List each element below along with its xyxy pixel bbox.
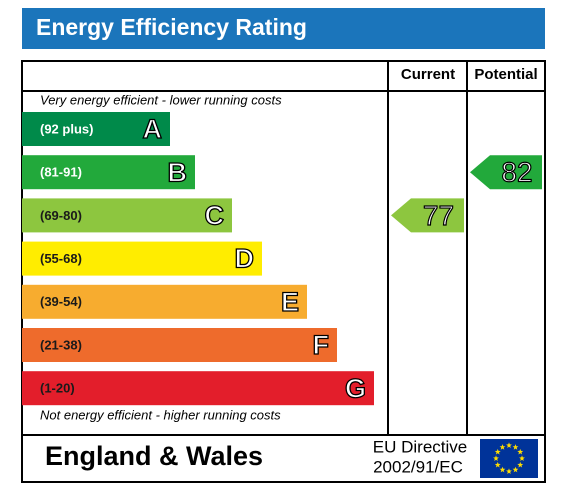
star [512,444,519,450]
rating-value: 82 [501,157,532,188]
band-letter: B [168,157,188,187]
star [506,442,512,448]
chart-title: Energy Efficiency Rating [36,14,307,40]
band-bar [22,371,374,406]
star [519,455,525,461]
rating-arrow [391,198,464,233]
band-bar [22,328,337,362]
column-header: Current [401,66,455,83]
column-header: Potential [474,66,537,83]
band-bar [22,198,232,233]
star [512,466,519,473]
eu-flag [480,439,538,478]
star [499,444,506,450]
band-letter: G [345,373,366,403]
band-range: (69-80) [40,208,82,223]
band-bar [22,284,307,319]
band-letter: A [143,114,163,144]
star [506,468,512,474]
band-letter: F [313,330,330,360]
band-letter: E [281,287,299,317]
region: England & Wales [45,441,263,471]
top-note: Very energy efficient - lower running co… [40,92,282,107]
directive: EU Directive [373,437,467,456]
directive: 2002/91/EC [373,457,463,476]
band-range: (39-54) [40,294,82,309]
band-range: (81-91) [40,165,82,180]
band-letter: C [205,201,225,231]
rating-value: 77 [423,200,454,231]
band-bar [22,112,170,146]
band-bar [22,241,262,276]
band-letter: D [235,244,255,274]
band-bar [22,155,195,190]
bottom-note: Not energy efficient - higher running co… [40,407,281,422]
star [499,466,506,473]
band-range: (92 plus) [40,121,93,136]
star [494,448,501,455]
star [493,455,499,461]
star [517,461,524,468]
band-range: (55-68) [40,251,82,266]
title-bar [22,8,545,49]
star [494,461,501,468]
band-range: (1-20) [40,381,75,396]
band-range: (21-38) [40,337,82,352]
rating-arrow [470,155,542,190]
star [517,448,524,455]
